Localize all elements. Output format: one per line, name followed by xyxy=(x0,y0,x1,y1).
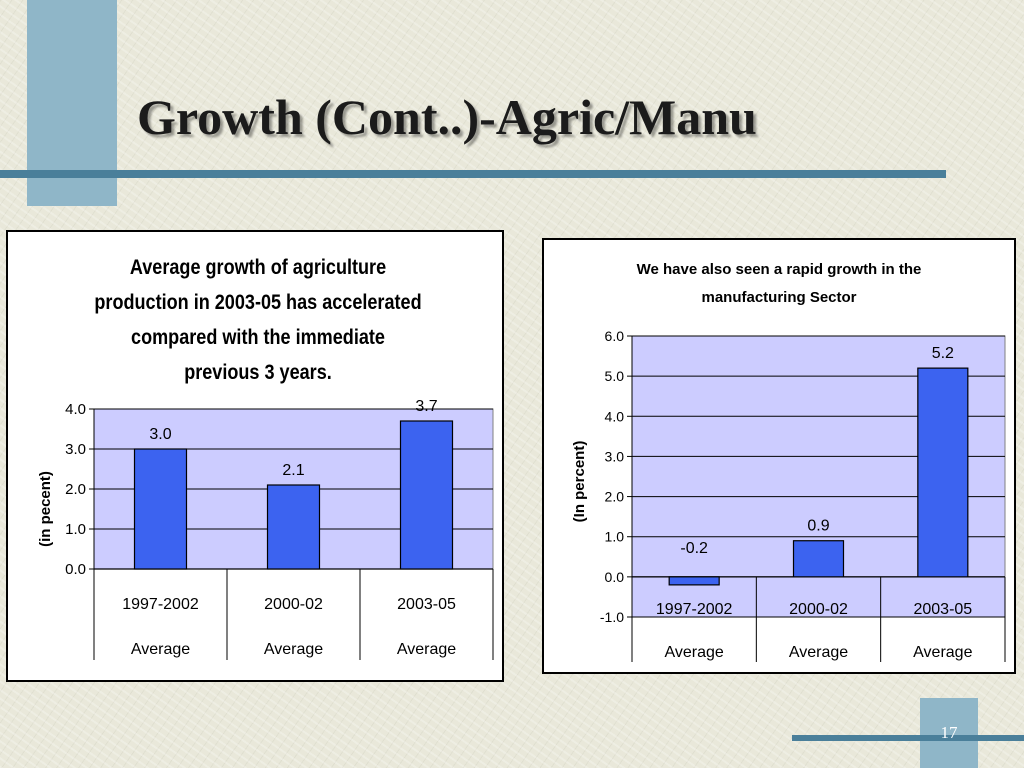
y-tick-label: 2.0 xyxy=(605,489,625,505)
bar xyxy=(668,576,720,586)
y-tick-label: 2.0 xyxy=(65,481,86,498)
y-tick-label: 3.0 xyxy=(65,441,86,458)
x-tick-label: Average xyxy=(397,641,456,658)
bar xyxy=(133,448,188,570)
y-tick-label: 1.0 xyxy=(65,521,86,538)
data-label: 5.2 xyxy=(932,345,954,362)
chart-title-line: Average growth of agriculture xyxy=(129,256,387,279)
x-tick-label: 2003-05 xyxy=(913,601,972,618)
bar xyxy=(917,367,969,578)
manufacturing-chart: We have also seen a rapid growth in the … xyxy=(542,238,1016,674)
x-tick-label: 1997-2002 xyxy=(656,601,733,618)
data-label: -0.2 xyxy=(680,540,708,557)
data-label: 0.9 xyxy=(807,518,829,535)
data-label: 3.0 xyxy=(149,426,171,443)
x-tick-label: Average xyxy=(913,644,972,661)
x-tick-label: Average xyxy=(789,644,848,661)
chart-title: We have also seen a rapid growth in the … xyxy=(564,256,994,312)
y-tick-label: 4.0 xyxy=(605,408,625,424)
y-tick-label: 4.0 xyxy=(65,401,86,418)
decor-line-top xyxy=(0,170,946,178)
y-tick-label: -1.0 xyxy=(600,609,624,625)
data-label: 2.1 xyxy=(282,462,304,479)
y-axis-label: (in pecent) xyxy=(37,471,54,547)
slide-title: Growth (Cont..)-Agric/Manu xyxy=(137,89,757,145)
chart-title: Average growth of agriculture production… xyxy=(77,250,438,390)
x-tick-label: Average xyxy=(665,644,724,661)
x-tick-label: 2000-02 xyxy=(264,596,323,613)
chart-title-line: manufacturing Sector xyxy=(701,289,857,306)
x-tick-label: Average xyxy=(264,641,323,658)
decor-square-bottom xyxy=(920,698,978,768)
x-tick-label: 1997-2002 xyxy=(122,596,199,613)
chart-title-line: previous 3 years. xyxy=(184,361,332,384)
bar xyxy=(266,484,321,570)
agriculture-chart: Average growth of agriculture production… xyxy=(6,230,504,682)
bar xyxy=(399,420,454,570)
y-axis-label: (In percent) xyxy=(571,441,588,523)
decor-line-bottom xyxy=(792,735,1024,741)
x-tick-label: 2000-02 xyxy=(789,601,848,618)
bar xyxy=(792,540,845,578)
y-tick-label: 0.0 xyxy=(65,561,86,578)
y-tick-label: 0.0 xyxy=(605,569,625,585)
agriculture-chart-plot: 0.0 1.0 2.0 3.0 4.0 3.0 1997-2002 Average 2.1 200… xyxy=(37,398,494,660)
y-tick-label: 5.0 xyxy=(605,368,625,384)
y-tick-label: 6.0 xyxy=(605,328,625,344)
chart-title-line: production in 2003-05 has accelerated xyxy=(94,291,422,314)
y-tick-label: 3.0 xyxy=(605,448,625,464)
x-tick-label: 2003-05 xyxy=(397,596,456,613)
chart-title-line: compared with the immediate xyxy=(131,326,385,349)
slide-number: 17 xyxy=(940,723,958,742)
y-tick-label: 1.0 xyxy=(605,529,625,545)
x-tick-label: Average xyxy=(131,641,190,658)
manufacturing-chart-plot: -1.0 0.0 1.0 2.0 3.0 4.0 5.0 6.0 -0.2 1997-2002 Av… xyxy=(571,328,1006,662)
chart-title-line: We have also seen a rapid growth in the xyxy=(636,261,922,278)
data-label: 3.7 xyxy=(415,398,437,415)
